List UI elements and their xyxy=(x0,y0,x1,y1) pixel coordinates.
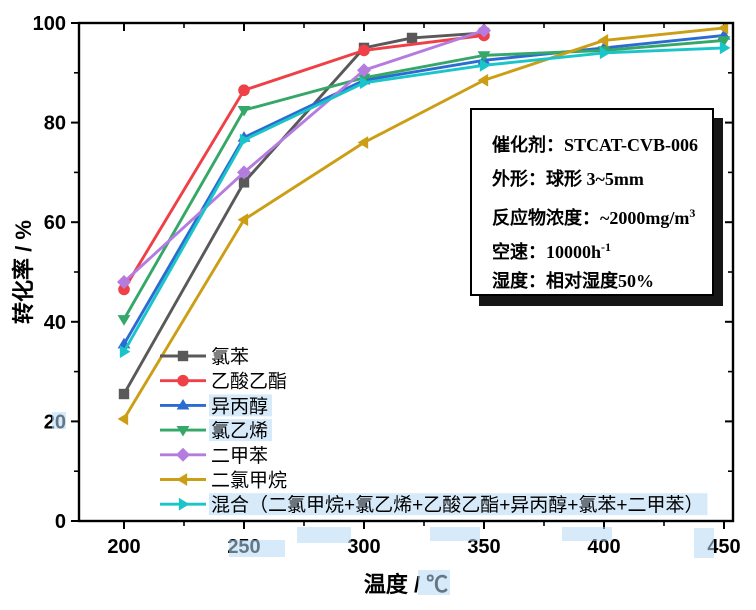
condition-line: 空速：10000h-1 xyxy=(492,240,612,262)
legend-item-xylene: 二甲苯 xyxy=(160,445,268,467)
series-marker-voc-mixture xyxy=(599,46,611,60)
x-tick-label: 250 xyxy=(227,536,260,558)
condition-line: 催化剂：STCAT-CVB-006 xyxy=(492,135,699,155)
legend-label: 异丙醇 xyxy=(211,395,268,417)
y-tick-label: 60 xyxy=(44,212,66,234)
series-marker-dichloromethane xyxy=(597,34,609,47)
series-marker-vinyl-chloride xyxy=(117,315,131,326)
plot-frame xyxy=(77,21,735,523)
legend-label: 乙酸乙酯 xyxy=(211,371,287,393)
x-tick-label: 350 xyxy=(467,536,500,558)
legend-item-dichloromethane: 二氯甲烷 xyxy=(160,470,287,492)
series-marker-dichloromethane xyxy=(357,136,369,149)
series-marker-dichloromethane xyxy=(237,213,249,227)
y-tick-label: 40 xyxy=(44,312,66,334)
legend-item-isopropanol: 异丙醇 xyxy=(160,394,273,417)
x-tick-label: 300 xyxy=(347,536,380,558)
series-marker-chlorobenzene xyxy=(118,388,130,400)
series-marker-dichloromethane xyxy=(717,21,729,35)
series-marker-chlorobenzene xyxy=(238,177,250,188)
x-axis-title: 温度 / ℃ xyxy=(363,572,449,597)
legend-marker-dichloromethane xyxy=(176,473,188,486)
series-marker-xylene xyxy=(477,23,491,38)
x-tick-label: 200 xyxy=(107,536,140,558)
series-line-voc-mixture xyxy=(122,46,726,354)
condition-line: 反应物浓度：~2000mg/m3 xyxy=(492,206,696,228)
legend-marker-vinyl-chloride xyxy=(176,425,190,437)
series-marker-voc-mixture xyxy=(119,345,131,359)
series-layer xyxy=(117,21,731,426)
legend-label: 混合（二氯甲烷+氯乙烯+乙酸乙酯+异丙醇+氯苯+二甲苯） xyxy=(211,494,703,516)
legend-label: 二甲苯 xyxy=(211,445,268,467)
series-line-ethyl-acetate xyxy=(122,34,486,291)
x-tick-label: 450 xyxy=(707,536,740,558)
legend-marker-chlorobenzene xyxy=(177,350,189,362)
y-tick-label: 0 xyxy=(55,511,66,533)
legend-label: 二氯甲烷 xyxy=(211,470,287,492)
legend-marker-xylene xyxy=(176,447,190,462)
series-marker-xylene xyxy=(117,274,131,289)
legend-label: 氯乙烯 xyxy=(211,420,268,442)
series-line-xylene xyxy=(122,29,486,284)
series-marker-voc-mixture xyxy=(719,41,731,55)
y-tick-label: 100 xyxy=(33,13,66,35)
experiment-conditions-box: 催化剂：STCAT-CVB-006 外形：球形 3~5mm 反应物浓度：~2000m… xyxy=(470,108,714,296)
series-marker-dichloromethane xyxy=(477,73,489,87)
legend-item-voc-mixture: 混合（二氯甲烷+氯乙烯+乙酸乙酯+异丙醇+氯苯+二甲苯） xyxy=(160,493,708,516)
series-marker-ethyl-acetate xyxy=(358,44,370,57)
legend-marker-ethyl-acetate xyxy=(177,374,189,387)
series-marker-xylene xyxy=(357,63,371,78)
series-marker-vinyl-chloride xyxy=(477,51,491,62)
legend-item-chlorobenzene: 氯苯 xyxy=(160,346,249,368)
condition-line: 湿度：相对湿度50% xyxy=(492,271,654,291)
legend-marker-isopropanol xyxy=(176,399,190,410)
series-marker-chlorobenzene xyxy=(406,32,418,44)
series-marker-vinyl-chloride xyxy=(717,36,731,47)
y-axis-title: 转化率 / % xyxy=(11,220,36,324)
y-tick-label: 80 xyxy=(44,113,66,135)
series-line-dichloromethane xyxy=(122,26,726,421)
legend: 氯苯乙酸乙酯异丙醇氯乙烯二甲苯二氯甲烷混合（二氯甲烷+氯乙烯+乙酸乙酯+异丙醇+… xyxy=(160,346,708,516)
series-marker-voc-mixture xyxy=(359,76,371,90)
series-marker-dichloromethane xyxy=(117,412,129,426)
series-marker-xylene xyxy=(237,165,251,180)
series-line-chlorobenzene xyxy=(122,31,486,396)
series-line-isopropanol xyxy=(122,34,726,346)
legend-label: 氯苯 xyxy=(211,346,249,368)
x-tick-label: 400 xyxy=(587,536,620,558)
y-tick-label: 20 xyxy=(44,411,66,433)
legend-marker-voc-mixture xyxy=(178,497,190,511)
series-marker-ethyl-acetate xyxy=(118,283,130,296)
series-marker-voc-mixture xyxy=(239,133,251,147)
series-marker-vinyl-chloride xyxy=(237,105,251,117)
selection-highlight xyxy=(209,493,708,516)
legend-item-ethyl-acetate: 乙酸乙酯 xyxy=(160,371,287,393)
condition-line: 外形：球形 3~5mm xyxy=(492,169,644,189)
series-line-vinyl-chloride xyxy=(122,38,726,321)
series-marker-voc-mixture xyxy=(479,58,491,72)
series-marker-ethyl-acetate xyxy=(238,84,250,97)
legend-item-vinyl-chloride: 氯乙烯 xyxy=(160,419,273,442)
selection-highlight xyxy=(209,394,273,417)
selection-highlight xyxy=(209,419,273,442)
